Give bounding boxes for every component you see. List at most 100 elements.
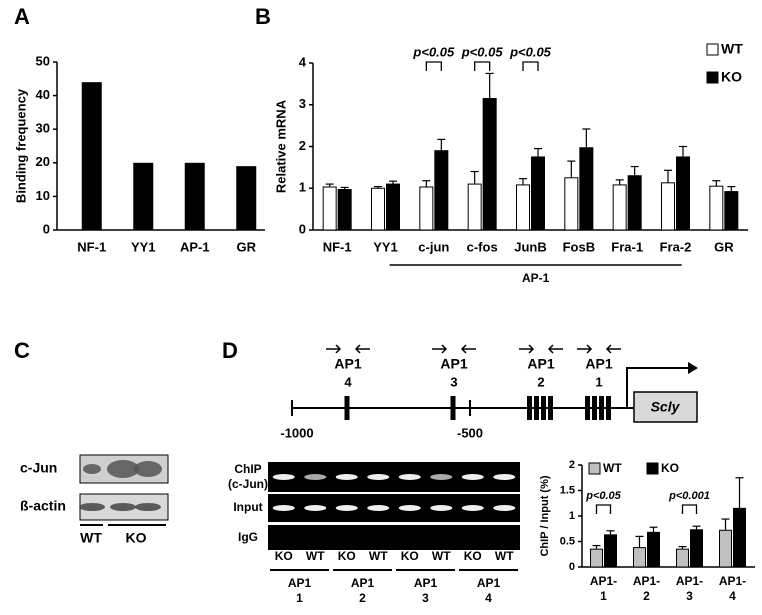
tss-arrow <box>626 367 690 408</box>
x-tick-label: AP1- 4 <box>718 574 747 603</box>
x-tick-label: AP1- 1 <box>589 574 618 603</box>
bar <box>590 548 603 568</box>
y-tick-label: 0 <box>43 221 50 236</box>
bar <box>633 547 646 568</box>
legend-label: WT <box>721 41 743 57</box>
gel-band <box>461 474 484 480</box>
legend-swatch <box>646 462 659 475</box>
x-tick-label: GR <box>237 239 257 254</box>
binding-site <box>585 396 590 420</box>
bar <box>81 82 102 230</box>
gel-band <box>493 474 516 480</box>
gel-band <box>83 464 101 474</box>
x-tick-label: c-jun <box>418 239 449 254</box>
y-tick-label: 2 <box>569 459 575 471</box>
legend-swatch <box>706 71 719 84</box>
binding-site <box>548 396 553 420</box>
binding-site <box>450 396 456 420</box>
y-tick-label: 10 <box>36 188 50 203</box>
gel-band <box>335 505 358 511</box>
gel-band <box>272 505 295 511</box>
y-tick-label: 1 <box>299 180 306 195</box>
x-tick-label: AP-1 <box>180 239 210 254</box>
y-tick-label: 2 <box>299 138 306 153</box>
primer-arrow <box>432 344 476 354</box>
group-label: AP1 3 <box>413 576 438 605</box>
binding-site <box>527 396 532 420</box>
gene-label: Scly <box>651 399 681 415</box>
gel-row-label: c-Jun <box>20 460 57 476</box>
bar <box>531 156 545 231</box>
bar <box>419 186 434 231</box>
x-tick-label: AP1- 2 <box>632 574 661 603</box>
gel-row-label: ChIP (c-Jun) <box>228 462 268 491</box>
significance-bracket <box>522 61 539 71</box>
x-tick-label: c-fos <box>467 239 498 254</box>
significance-bracket <box>681 504 698 514</box>
bar <box>733 507 746 568</box>
gel-band <box>461 505 484 511</box>
x-tick-label: FosB <box>563 239 596 254</box>
bar <box>337 189 352 231</box>
bar <box>236 166 257 230</box>
gel-band <box>135 503 161 511</box>
panel-label: D <box>222 338 238 363</box>
x-tick-label: YY1 <box>373 239 398 254</box>
gel-band <box>367 505 390 511</box>
site-number: 1 <box>595 374 602 389</box>
bar <box>676 156 690 231</box>
gel-band <box>430 505 453 511</box>
y-tick-label: 50 <box>36 53 50 68</box>
site-number: 4 <box>344 374 352 389</box>
lane-label: WT <box>369 549 388 563</box>
significance-bracket <box>595 504 612 514</box>
y-tick-label: 20 <box>36 154 50 169</box>
gel-row-label: IgG <box>238 529 258 544</box>
annotation: p<0.05 <box>461 44 504 59</box>
gel-band <box>430 474 453 480</box>
x-tick-label: YY1 <box>131 239 156 254</box>
primer-arrow <box>577 344 621 354</box>
position-label: -1000 <box>280 425 313 440</box>
gel-band <box>304 474 327 480</box>
panel-label: A <box>14 4 30 29</box>
lane-label: KO <box>401 549 419 563</box>
bar <box>516 184 530 231</box>
site-name: AP1 <box>334 356 361 372</box>
lane-label: KO <box>338 549 356 563</box>
site-name: AP1 <box>440 356 467 372</box>
gel-row <box>268 525 520 550</box>
bar <box>724 191 739 231</box>
bar <box>482 97 497 231</box>
binding-site <box>606 396 611 420</box>
lane-label: WT <box>80 530 102 546</box>
lane-label: WT <box>306 549 325 563</box>
group-label: AP1 2 <box>350 576 375 605</box>
gel-band <box>107 460 139 478</box>
y-tick-label: 30 <box>36 121 50 136</box>
lane-label: KO <box>126 530 147 546</box>
gel-band <box>398 505 421 511</box>
x-tick-label: Fra-2 <box>660 239 692 254</box>
gel-band <box>134 461 162 477</box>
binding-site <box>592 396 597 420</box>
gel-band <box>335 474 358 480</box>
annotation: p<0.05 <box>412 44 455 59</box>
legend-label: KO <box>661 461 679 475</box>
bar <box>627 175 642 231</box>
bar <box>690 529 703 568</box>
lane-label: KO <box>464 549 482 563</box>
y-axis-label: Relative mRNA <box>273 99 288 193</box>
bar <box>604 534 617 568</box>
bar <box>322 186 337 231</box>
x-tick-label: GR <box>714 239 734 254</box>
binding-site <box>541 396 546 420</box>
lane-label: WT <box>495 549 514 563</box>
bar <box>467 183 482 231</box>
group-label: AP-1 <box>522 271 550 285</box>
y-tick-label: 1.5 <box>560 484 575 496</box>
y-tick-label: 1 <box>569 510 575 522</box>
y-tick-label: 40 <box>36 87 50 102</box>
legend-swatch <box>706 43 719 56</box>
y-tick-label: 0 <box>299 221 306 236</box>
